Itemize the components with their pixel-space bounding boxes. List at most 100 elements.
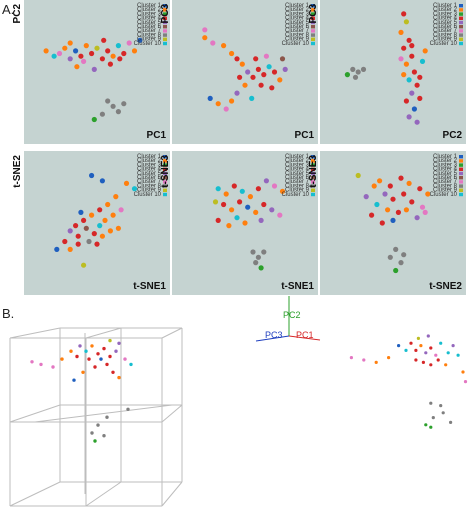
data-point: [439, 341, 443, 345]
legend-entry: Cluster 6: [137, 24, 162, 30]
legend-entry: Cluster 2: [285, 158, 310, 164]
data-point: [234, 215, 240, 221]
data-point: [202, 35, 208, 41]
data-point: [94, 45, 100, 51]
data-point: [110, 53, 116, 59]
x-axis-label: t-SNE2: [429, 281, 462, 292]
data-point: [105, 415, 109, 419]
legend-swatch: [459, 159, 463, 163]
data-point: [417, 74, 423, 80]
legend-entry: Cluster 3: [433, 11, 458, 17]
plot-background: [320, 0, 466, 144]
data-point: [409, 53, 415, 59]
data-point: [344, 72, 350, 78]
box-grid-line: [161, 404, 183, 423]
data-point: [117, 375, 121, 380]
data-point: [234, 90, 240, 96]
legend-swatch: [163, 4, 167, 8]
legend-entry: Cluster 2: [433, 158, 458, 164]
data-point: [84, 349, 88, 353]
data-point: [67, 228, 73, 234]
data-point: [121, 50, 127, 57]
legend-swatch: [459, 4, 463, 8]
legend-entry: Cluster 4: [285, 16, 310, 22]
data-point: [451, 344, 455, 348]
data-point: [110, 212, 116, 218]
legend-swatch: [311, 41, 315, 46]
data-point: [403, 98, 409, 104]
legend-swatch: [163, 159, 167, 163]
box-edge: [161, 481, 183, 507]
data-point: [51, 53, 57, 59]
data-point: [111, 370, 115, 374]
legend-swatch: [163, 20, 167, 25]
data-point: [97, 207, 103, 213]
data-point: [401, 191, 407, 197]
data-point: [387, 254, 393, 260]
data-point: [115, 109, 121, 115]
data-point: [75, 241, 81, 247]
legend-entry: Cluster 7: [433, 28, 458, 34]
data-point: [406, 37, 412, 43]
data-point: [237, 199, 243, 205]
data-point: [444, 363, 448, 367]
legend-entry: Cluster 10: [134, 192, 162, 198]
data-point: [96, 352, 100, 356]
legend-entry: Cluster 5: [285, 171, 310, 177]
data-point: [60, 357, 64, 361]
legend-entry: Cluster 2: [433, 7, 458, 13]
box-edge: [161, 327, 183, 339]
legend-swatch: [459, 16, 463, 20]
x-axis-label: t-SNE1: [133, 281, 166, 292]
y-axis-label: PC3: [160, 4, 171, 24]
data-point: [258, 82, 264, 88]
data-point: [250, 249, 256, 255]
data-point: [229, 207, 235, 213]
legend-swatch: [311, 4, 315, 8]
data-point: [350, 66, 356, 72]
data-point: [215, 217, 221, 223]
legend-swatch: [311, 171, 315, 176]
legend-entry: Cluster 10: [430, 41, 458, 47]
data-point: [89, 212, 95, 218]
data-point: [229, 98, 235, 104]
data-point: [401, 72, 407, 78]
data-point: [387, 356, 391, 360]
data-point: [223, 191, 229, 197]
legend-entry: Cluster 8: [137, 183, 162, 189]
data-point: [409, 341, 413, 345]
data-point: [90, 344, 94, 348]
data-point: [91, 116, 97, 123]
data-point: [261, 249, 267, 255]
data-point: [406, 77, 412, 83]
data-point: [411, 69, 417, 75]
legend-swatch: [459, 20, 463, 25]
legend-entry: Cluster 5: [433, 20, 458, 26]
data-point: [121, 101, 127, 107]
data-point: [115, 225, 121, 231]
data-point: [107, 228, 113, 234]
data-point: [271, 69, 278, 75]
legend-entry: Cluster 10: [282, 41, 310, 47]
legend-swatch: [459, 37, 463, 41]
data-point: [414, 348, 418, 352]
legend-swatch: [459, 25, 463, 29]
data-point: [107, 61, 113, 67]
legend-entry: Cluster 9: [433, 37, 458, 43]
legend-entry: Cluster 4: [433, 167, 458, 173]
data-point: [463, 380, 468, 384]
legend-swatch: [311, 37, 315, 41]
legend-entry: Cluster 3: [137, 162, 162, 168]
data-point: [422, 209, 428, 215]
legend-entry: Cluster 1: [137, 3, 162, 9]
data-point: [379, 220, 385, 226]
data-point: [81, 217, 87, 223]
data-point: [277, 212, 283, 218]
legend-swatch: [163, 29, 167, 33]
legend-entry: Cluster 7: [285, 28, 310, 34]
